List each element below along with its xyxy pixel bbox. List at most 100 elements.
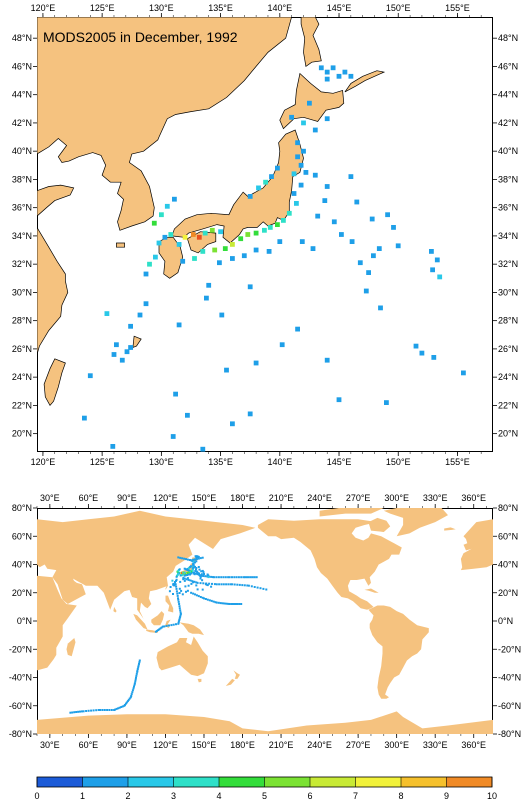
observation-cell: [110, 444, 116, 449]
global-observation: [210, 575, 213, 578]
observation-cell: [461, 370, 466, 376]
global-observation: [243, 584, 246, 587]
global-observation: [128, 697, 131, 700]
global-observation: [178, 592, 181, 594]
global-observation: [160, 626, 163, 629]
global-observation: [196, 588, 199, 591]
global-observation: [227, 583, 230, 586]
observation-cell: [111, 352, 117, 357]
global-observation: [130, 695, 133, 697]
observation-cell: [164, 203, 170, 209]
observation-cell: [143, 301, 149, 307]
observation-cell: [124, 349, 130, 355]
observation-cell: [324, 76, 330, 82]
global-observation: [189, 579, 192, 582]
top-lat-label-left: 30°N: [12, 287, 32, 297]
global-observation: [197, 557, 200, 560]
global-observation: [135, 674, 138, 677]
observation-cell: [104, 311, 110, 316]
top-lat-label-left: 36°N: [12, 203, 32, 213]
global-lat-label-left: -40°N: [9, 673, 32, 683]
global-observation: [172, 623, 175, 626]
colorbar-label: 3: [171, 791, 176, 801]
observation-cell: [247, 194, 253, 199]
global-observation: [215, 576, 218, 579]
global-observation: [175, 575, 178, 578]
observation-cell: [176, 322, 182, 328]
colorbar-label: 4: [216, 791, 221, 801]
observation-cell: [295, 326, 300, 332]
observation-cell: [430, 267, 435, 273]
global-observation: [183, 574, 186, 577]
global-land-north-america: [257, 519, 402, 610]
global-observation: [177, 600, 180, 603]
land-kyushu: [158, 236, 184, 279]
global-observation: [136, 670, 139, 673]
top-lat-label-left: 42°N: [12, 118, 32, 128]
global-observation: [176, 592, 179, 595]
colorbar: 0 1 2 3 4 5 6 7 8 9 10: [34, 776, 497, 801]
top-lon-label-top: 125°E: [90, 3, 115, 13]
global-observation: [190, 559, 193, 562]
top-lat-label-left: 32°N: [12, 259, 32, 269]
global-lon-label-top: 360°E: [461, 493, 486, 503]
global-land-sumatra: [133, 613, 148, 630]
observation-cell: [262, 227, 267, 233]
global-observation: [222, 583, 225, 586]
global-observation: [178, 617, 181, 620]
global-observation: [220, 576, 223, 579]
global-observation: [217, 601, 220, 604]
colorbar-label: 7: [353, 791, 358, 801]
colorbar-swatch: [82, 777, 129, 787]
observation-cell: [180, 258, 186, 264]
top-lat-label-right: 22°N: [498, 400, 518, 410]
global-observation: [187, 573, 190, 576]
colorbar-label: 10: [487, 791, 497, 801]
global-observation: [129, 696, 132, 699]
global-observation: [190, 582, 193, 585]
global-observation: [125, 702, 127, 705]
colorbar-label: 2: [125, 791, 130, 801]
global-observation: [184, 585, 187, 588]
top-lon-label-top: 130°E: [149, 3, 174, 13]
top-lat-label-left: 24°N: [12, 372, 32, 382]
observation-cell: [357, 260, 363, 266]
observation-cell: [366, 270, 371, 275]
global-observation: [183, 571, 186, 574]
global-observation: [180, 574, 183, 577]
observation-cell: [336, 73, 342, 79]
global-observation: [133, 685, 135, 688]
global-observation: [186, 558, 189, 561]
global-lon-label-top: 180°E: [230, 493, 255, 503]
global-observation: [255, 576, 258, 579]
global-observation: [138, 661, 141, 664]
global-lat-label-right: 20°N: [498, 588, 518, 598]
observation-cell: [200, 446, 206, 452]
observation-cell: [147, 261, 152, 267]
observation-cell: [324, 116, 330, 122]
top-lat-label-right: 42°N: [498, 118, 518, 128]
global-lon-label-bottom: 150°E: [192, 740, 217, 750]
global-observation: [79, 710, 81, 713]
global-observation: [194, 570, 197, 572]
global-observation: [217, 576, 220, 579]
observation-cell: [238, 236, 244, 242]
global-observation: [192, 572, 195, 575]
global-land-africa: [37, 575, 77, 671]
top-lat-label-right: 44°N: [498, 90, 518, 100]
colorbar-swatch: [128, 777, 174, 787]
global-observation: [75, 711, 78, 713]
global-land-cuba: [364, 588, 379, 593]
map-title: MODS2005 in December, 1992: [43, 29, 238, 45]
observation-cell: [324, 184, 330, 189]
global-observation: [205, 583, 208, 586]
global-observation: [175, 590, 178, 593]
observation-cell: [190, 232, 196, 237]
global-land-arabia-gulf: [73, 580, 84, 588]
observation-cell: [151, 220, 157, 226]
global-lon-label-top: 210°E: [269, 493, 294, 503]
global-observation: [163, 625, 166, 628]
global-land-taiwan: [165, 585, 168, 590]
global-observation: [177, 620, 180, 623]
